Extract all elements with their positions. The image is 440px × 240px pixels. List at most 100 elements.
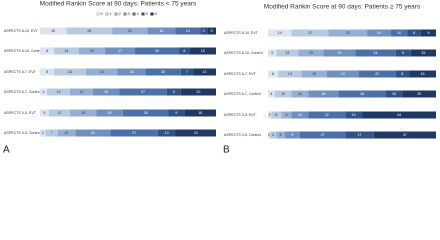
bar-segment <box>92 88 120 96</box>
bar-segment <box>166 88 181 96</box>
value-label: 10 <box>298 113 302 117</box>
value-label: 15 <box>104 90 108 94</box>
value-label: 13 <box>203 70 207 74</box>
value-label: 15 <box>309 51 313 55</box>
value-label: 15 <box>108 111 112 115</box>
panel-label: B <box>223 145 230 156</box>
value-label: 18 <box>321 92 325 96</box>
value-label: 8 <box>401 72 403 76</box>
bar-segment <box>269 131 277 139</box>
value-label: 10 <box>281 92 285 96</box>
value-label: 22 <box>308 31 312 35</box>
bar-segment <box>200 27 208 35</box>
bar-segment <box>122 109 169 117</box>
value-label: 3 <box>42 131 44 135</box>
value-label: 8 <box>413 31 415 35</box>
bar-segment <box>284 131 300 139</box>
bar-segment <box>345 131 374 139</box>
figure: Modified Rankin Score at 90 days: Patien… <box>3 1 436 156</box>
chart-title: Modified Rankin Score at 90 days: Patien… <box>264 4 421 11</box>
bar-segment <box>362 111 436 119</box>
legend-swatch <box>123 12 127 16</box>
value-label: 10 <box>64 131 68 135</box>
value-label: 15 <box>201 49 205 53</box>
bar-segment <box>40 88 48 96</box>
value-label: 2 <box>269 113 271 117</box>
value-label: 6 <box>275 113 277 117</box>
value-label: 24 <box>374 51 378 55</box>
value-label: 10 <box>397 31 401 35</box>
value-label: 14 <box>186 29 190 33</box>
value-label: 4 <box>43 90 45 94</box>
legend-label: 1 <box>110 11 113 16</box>
bar-segment <box>308 90 339 98</box>
value-label: 23 <box>346 31 350 35</box>
value-label: 20 <box>91 131 95 135</box>
bar-segment <box>326 70 359 78</box>
value-label: 27 <box>321 133 325 137</box>
bar-segment <box>119 88 167 96</box>
bar-segment <box>40 109 49 117</box>
value-label: 23 <box>194 131 198 135</box>
category-label: ASPECTS 6-7, EVT <box>4 70 37 74</box>
value-label: 16 <box>159 29 163 33</box>
value-label: 9 <box>175 111 177 115</box>
value-label: 20 <box>196 90 200 94</box>
bar-segment <box>268 29 292 37</box>
value-label: 16 <box>421 72 425 76</box>
value-label: 20 <box>417 92 421 96</box>
bar-segment <box>390 29 408 37</box>
value-label: 15 <box>90 49 94 53</box>
value-label: 44 <box>397 113 401 117</box>
value-label: 5 <box>43 111 45 115</box>
bar-segment <box>402 90 436 98</box>
bar-segment <box>40 47 55 55</box>
value-label: 1 <box>268 133 270 137</box>
value-label: 37 <box>403 133 407 137</box>
value-label: 10 <box>298 92 302 96</box>
value-label: 27 <box>132 131 136 135</box>
value-label: 14 <box>278 31 282 35</box>
value-label: 13 <box>285 51 289 55</box>
bar-segment <box>268 49 277 57</box>
bar-segment <box>180 68 194 76</box>
bar-segment <box>207 27 216 35</box>
value-label: 26 <box>144 111 148 115</box>
bar-segment <box>299 131 346 139</box>
value-label: 18 <box>100 70 104 74</box>
value-label: 7 <box>50 131 52 135</box>
legend-label: 6 <box>155 11 158 16</box>
value-label: 14 <box>64 49 68 53</box>
value-label: 20 <box>128 29 132 33</box>
bar-segment <box>180 88 216 96</box>
bar-segment <box>268 90 275 98</box>
category-label: ASPECTS 0-5, EVT <box>224 113 257 117</box>
value-label: 8 <box>46 70 48 74</box>
bar-segment <box>96 109 123 117</box>
value-label: 15 <box>421 51 425 55</box>
value-label: 10 <box>165 131 169 135</box>
value-label: 14 <box>288 72 292 76</box>
legend-label: 5 <box>146 11 149 16</box>
value-label: 4 <box>270 92 272 96</box>
value-label: 4 <box>272 133 274 137</box>
bar-segment <box>355 49 396 57</box>
legend-swatch <box>96 12 100 16</box>
category-label: ASPECTS 6-7, Control <box>224 92 261 96</box>
value-label: 27 <box>141 90 145 94</box>
category-label: ASPECTS 0-5, Control <box>4 131 41 135</box>
value-label: 6 <box>183 49 185 53</box>
category-label: ASPECTS 0-5, Control <box>224 133 261 137</box>
bar-segment <box>407 29 421 37</box>
bar-segment <box>420 29 436 37</box>
legend-label: 2 <box>119 11 122 16</box>
legend-label: 4 <box>137 11 140 16</box>
value-label: 12 <box>57 111 61 115</box>
bar-segment <box>168 109 185 117</box>
value-label: 15 <box>81 111 85 115</box>
legend-swatch <box>132 12 136 16</box>
category-label: ASPECTS 8-10, EVT <box>224 31 259 35</box>
legend-label: 0 <box>101 11 104 16</box>
bar-segment <box>345 111 363 119</box>
category-label: ASPECTS 8-10, Control <box>224 51 263 55</box>
